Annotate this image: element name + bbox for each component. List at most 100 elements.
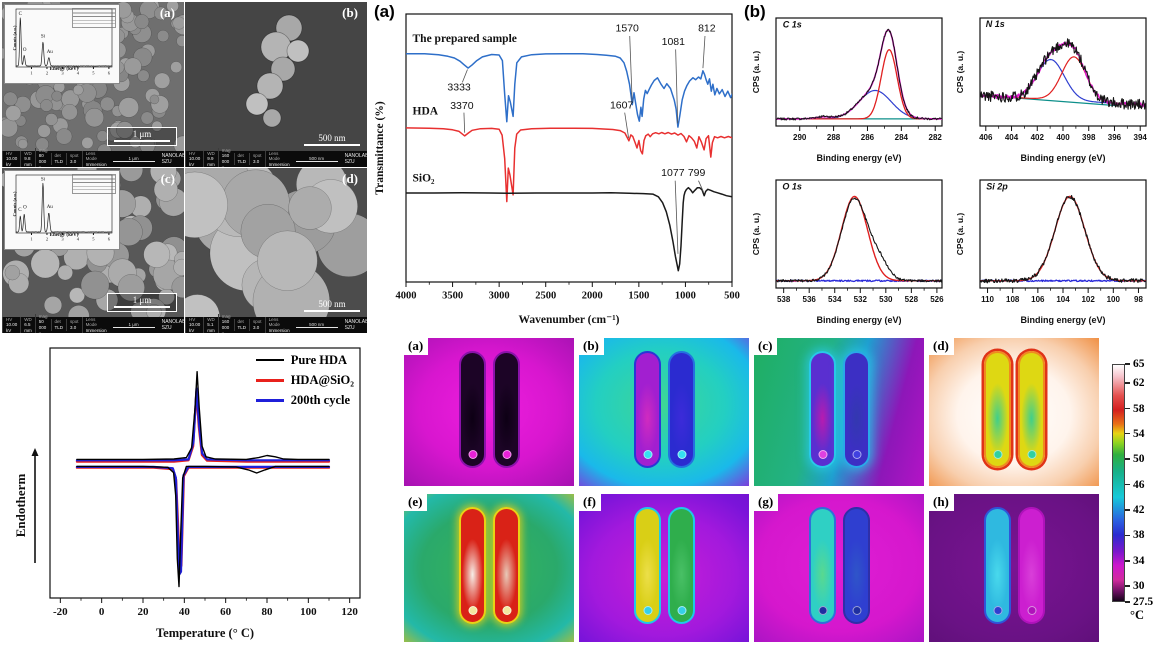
scale-bar-label: 1 μm — [132, 294, 152, 305]
colorbar-tick — [1125, 601, 1130, 603]
svg-text:4: 4 — [77, 71, 80, 76]
sem-micrograph-texture — [245, 14, 310, 128]
svg-text:6: 6 — [108, 71, 111, 76]
colorbar-tick-label: 58 — [1133, 402, 1145, 415]
colorbar-tick — [1125, 585, 1130, 587]
info-column: HV 10.00 kV — [185, 316, 203, 333]
capsule-dot — [1027, 450, 1036, 459]
thermal-panel-letter: (d) — [929, 338, 954, 355]
info-column: det TLD — [233, 319, 250, 331]
svg-text:Si: Si — [41, 34, 46, 39]
info-column: HV 10.00 kV — [185, 150, 203, 167]
colorbar-tick-label: 54 — [1133, 427, 1145, 440]
legend-label: 200th cycle — [290, 392, 351, 407]
capsule-dot — [677, 606, 686, 615]
svg-text:500: 500 — [724, 291, 740, 302]
colorbar-tick-label: 38 — [1133, 529, 1145, 542]
svg-text:20: 20 — [138, 606, 150, 618]
svg-text:Transmittance (%): Transmittance (%) — [374, 101, 386, 195]
legend-label: Pure HDA — [290, 352, 348, 367]
svg-text:C 1s: C 1s — [783, 19, 802, 29]
svg-text:1570: 1570 — [616, 22, 640, 34]
colorbar-tick-label: 42 — [1133, 503, 1145, 516]
svg-text:Si: Si — [41, 177, 46, 182]
svg-text:C: C — [18, 208, 22, 213]
svg-text:106: 106 — [1031, 295, 1045, 304]
svg-text:812: 812 — [698, 22, 716, 34]
dsc-chart: -20 0 20 40 60 80 100 120 Temperature (° C) Endot… — [13, 347, 361, 640]
svg-text:286: 286 — [861, 133, 875, 142]
sample-capsule — [459, 507, 486, 624]
capsule-dot — [993, 606, 1002, 615]
info-ruler-line — [295, 327, 338, 329]
eds-spectrum-chart: 1 2 3 4 5 6 Energy (keV) Counts (a.u.) C O Si Au — [12, 8, 113, 76]
colorbar-tick — [1125, 509, 1130, 511]
svg-text:108: 108 — [1006, 295, 1020, 304]
svg-text:Counts (a.u.): Counts (a.u.) — [12, 191, 17, 216]
microscope-brand: NANOLAB SZU — [161, 319, 184, 331]
thermal-panel-letter: (a) — [404, 338, 429, 355]
sample-capsule — [634, 507, 661, 624]
colorbar-tick-label: 30 — [1133, 580, 1145, 593]
thermal-images-panel: (a) (b) (c) (d) (e) (f) (g) (h) 65 62 58 54 50 46 42 38… — [386, 338, 1167, 646]
info-column: HV 10.00 kV — [2, 316, 20, 333]
info-column: HV 10.00 kV — [2, 150, 20, 167]
svg-text:6: 6 — [108, 237, 111, 242]
legend-line-sample — [255, 359, 284, 361]
colorbar-tick — [1125, 483, 1130, 486]
microscope-brand: NANOLAB SZU — [161, 153, 184, 165]
svg-text:120: 120 — [341, 606, 358, 618]
sem-panel-letter: (b) — [342, 5, 358, 20]
svg-text:Wavenumber (cm⁻¹): Wavenumber (cm⁻¹) — [519, 314, 620, 326]
svg-text:528: 528 — [905, 295, 919, 304]
svg-text:799: 799 — [688, 167, 706, 179]
sample-capsule — [634, 351, 661, 468]
svg-text:100: 100 — [1107, 295, 1121, 304]
svg-text:102: 102 — [1081, 295, 1095, 304]
svg-text:60: 60 — [220, 606, 232, 618]
thermal-panel-letter: (c) — [754, 338, 778, 355]
svg-text:O: O — [23, 206, 27, 211]
info-column: det TLD — [50, 153, 67, 165]
scale-bar: 500 nm — [304, 133, 360, 146]
capsule-dot — [643, 450, 652, 459]
svg-text:396: 396 — [1108, 133, 1122, 142]
sem-image-a: 1 2 3 4 5 6 Energy (keV) Counts (a.u.) C O Si Au (a)… — [2, 2, 184, 167]
svg-text:100: 100 — [300, 606, 317, 618]
scale-bar-line — [304, 310, 360, 312]
svg-text:40: 40 — [179, 606, 191, 618]
capsule-dot — [643, 606, 652, 615]
scale-bar-line — [114, 306, 170, 308]
svg-text:CPS (a. u.): CPS (a. u.) — [751, 51, 761, 94]
thermal-panel-letter: (h) — [929, 494, 954, 511]
info-ruler: 1 μm — [110, 156, 158, 163]
legend-item: 200th cycle — [255, 390, 354, 410]
scale-bar: 1 μm — [107, 292, 177, 312]
xps-o1s-chart: 538 536 534 532 530 528 526 Binding energy (eV)… — [751, 179, 944, 325]
svg-text:2: 2 — [46, 71, 48, 76]
svg-text:HDA: HDA — [413, 106, 439, 118]
sample-capsule — [809, 507, 836, 624]
svg-text:536: 536 — [803, 295, 817, 304]
svg-text:-20: -20 — [53, 606, 68, 618]
svg-text:0: 0 — [99, 606, 105, 618]
info-ruler-line — [112, 327, 155, 329]
dsc-panel: -20 0 20 40 60 80 100 120 Temperature (° C) Endot… — [6, 338, 372, 646]
sample-capsule — [1018, 507, 1045, 624]
scale-bar-line — [114, 140, 170, 142]
capsule-dot — [502, 606, 511, 615]
temperature-colorbar — [1112, 364, 1125, 602]
xps-n1s-chart: 406 404 402 400 398 396 394 Binding energy (eV)… — [955, 17, 1147, 163]
svg-text:Endotherm: Endotherm — [13, 474, 28, 538]
sample-capsule — [984, 507, 1011, 624]
sample-capsule — [843, 351, 870, 468]
panel-label-b: (b) — [744, 2, 766, 21]
scale-bar-line — [304, 144, 360, 146]
svg-text:282: 282 — [929, 133, 943, 142]
panel-label-a: (a) — [374, 2, 395, 21]
svg-text:290: 290 — [793, 133, 807, 142]
capsule-dot — [852, 450, 861, 459]
